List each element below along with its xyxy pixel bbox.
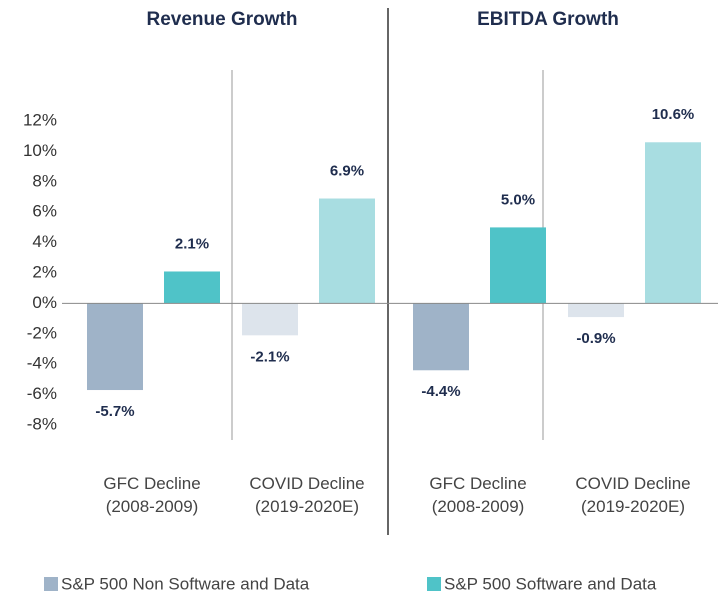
- bar: [319, 198, 375, 304]
- legend-label: S&P 500 Software and Data: [444, 574, 657, 593]
- value-label: 5.0%: [501, 191, 535, 208]
- y-tick-label: -6%: [27, 384, 57, 403]
- bar: [87, 303, 143, 391]
- x-tick-label: GFC Decline (2008-2009): [429, 474, 526, 516]
- value-label: -2.1%: [250, 348, 289, 365]
- y-tick-label: 12%: [23, 110, 57, 129]
- bar: [490, 227, 546, 304]
- y-tick-label: -2%: [27, 323, 57, 342]
- bar: [164, 271, 220, 304]
- y-tick-label: 6%: [32, 202, 57, 221]
- bar: [413, 303, 469, 371]
- y-tick-label: -8%: [27, 414, 57, 433]
- y-tick-label: 0%: [32, 293, 57, 312]
- value-label: -5.7%: [95, 403, 134, 420]
- y-tick-label: 8%: [32, 171, 57, 190]
- x-tick-label: GFC Decline (2008-2009): [103, 474, 200, 516]
- bar: [568, 303, 624, 318]
- value-label: 2.1%: [175, 235, 209, 252]
- y-tick-label: 10%: [23, 141, 57, 160]
- legend-swatch: [44, 577, 58, 591]
- legend-label: S&P 500 Non Software and Data: [61, 574, 310, 593]
- panel-title: Revenue Growth: [147, 9, 298, 30]
- x-tick-label: COVID Decline (2019-2020E): [575, 474, 690, 516]
- y-tick-label: -4%: [27, 354, 57, 373]
- y-tick-label: 4%: [32, 232, 57, 251]
- y-tick-label: 2%: [32, 262, 57, 281]
- value-label: 6.9%: [330, 162, 364, 179]
- bar: [645, 142, 701, 304]
- value-label: 10.6%: [652, 106, 695, 123]
- bar: [242, 303, 298, 336]
- legend-swatch: [427, 577, 441, 591]
- value-label: -0.9%: [576, 330, 615, 347]
- x-tick-label: COVID Decline (2019-2020E): [249, 474, 364, 516]
- panel-title: EBITDA Growth: [477, 9, 619, 30]
- value-label: -4.4%: [421, 383, 460, 400]
